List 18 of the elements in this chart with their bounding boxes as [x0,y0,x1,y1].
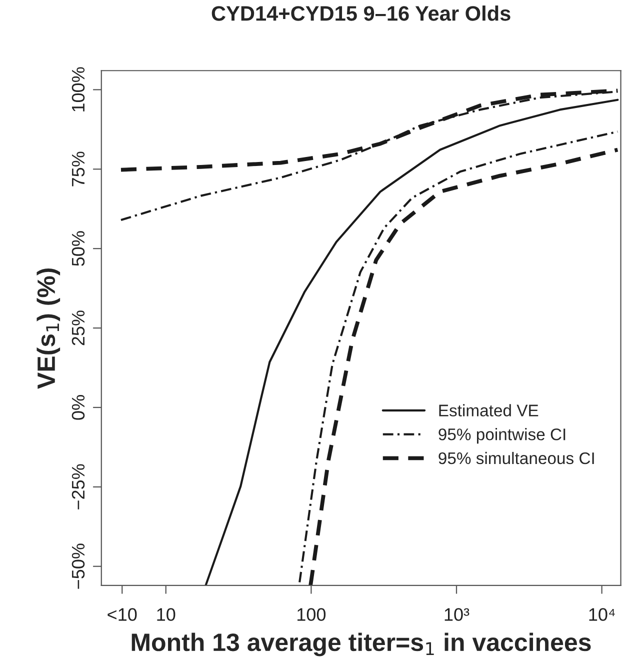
x-tick-label: <10 [108,608,137,621]
y-tick-label: 100% [72,67,85,112]
x-axis-title: Month 13 average titer=s$_{1}$ in vaccinees [132,632,591,656]
y-tick-label: 75% [72,152,85,186]
x-tick-label: 10⁴ [589,608,615,621]
legend-label: 95% simultaneous CI [438,452,594,464]
x-tick-label: 10 [157,608,176,621]
y-axis-title: VE(s$_{1}$) (%) [36,268,60,389]
y-tick-label: 0% [72,395,85,420]
y-tick-label: 25% [72,310,85,346]
x-tick-label: 10³ [444,608,470,621]
y-tick-label: −50% [72,544,85,589]
y-tick-label: −25% [72,464,85,510]
chart-title: CYD14+CYD15 9–16 Year Olds [212,6,510,21]
x-tick-label: 100 [297,608,326,621]
y-tick-label: 50% [72,231,85,266]
legend-label: 95% pointwise CI [438,428,566,444]
legend-label: Estimated VE [439,404,538,416]
